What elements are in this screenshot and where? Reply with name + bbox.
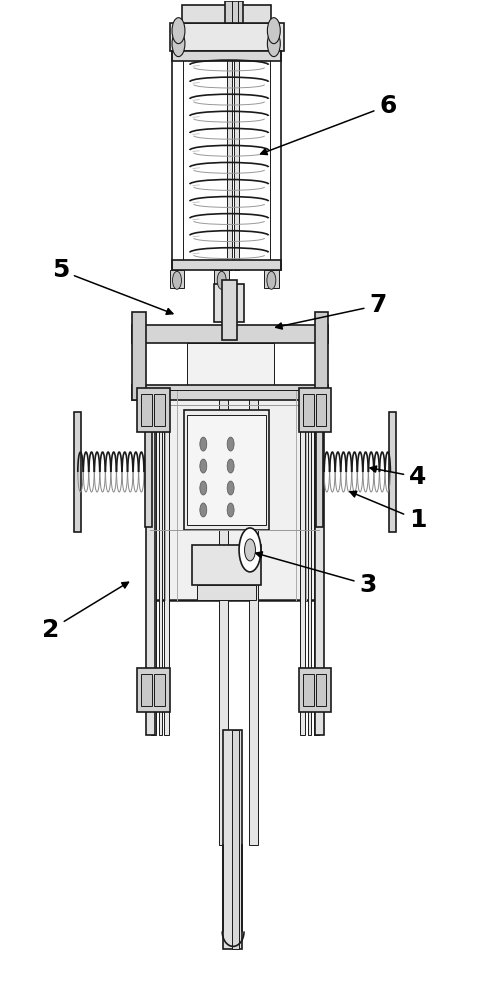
Bar: [316, 417, 324, 527]
Text: 5: 5: [52, 258, 173, 314]
Bar: [315, 312, 329, 400]
Circle shape: [267, 31, 280, 57]
Bar: [132, 312, 146, 400]
Circle shape: [172, 18, 185, 44]
Bar: [146, 390, 155, 735]
Circle shape: [172, 31, 185, 57]
Bar: [145, 417, 152, 527]
Text: 1: 1: [350, 491, 427, 532]
Bar: [264, 270, 279, 288]
Bar: [214, 270, 229, 288]
Bar: [232, 730, 239, 949]
Bar: [74, 412, 81, 532]
Circle shape: [172, 271, 181, 289]
Bar: [172, 260, 281, 270]
Bar: [137, 668, 169, 712]
Bar: [300, 390, 305, 735]
Bar: [214, 284, 244, 322]
Bar: [154, 674, 164, 706]
Bar: [303, 394, 314, 426]
Bar: [154, 394, 164, 426]
Circle shape: [239, 528, 261, 572]
Bar: [169, 270, 184, 288]
Bar: [151, 390, 156, 735]
Bar: [141, 394, 152, 426]
Bar: [132, 325, 329, 343]
Circle shape: [217, 271, 226, 289]
Bar: [184, 410, 269, 530]
Bar: [137, 388, 169, 432]
Bar: [187, 343, 274, 388]
Bar: [389, 412, 396, 532]
Bar: [314, 390, 319, 735]
Bar: [316, 674, 327, 706]
Text: 6: 6: [260, 94, 397, 155]
Bar: [227, 51, 232, 270]
Bar: [172, 51, 281, 61]
Text: 3: 3: [256, 552, 377, 597]
Bar: [223, 730, 242, 949]
Bar: [222, 280, 237, 340]
Bar: [164, 390, 169, 735]
Bar: [234, 51, 239, 270]
Bar: [182, 5, 271, 23]
Bar: [197, 585, 256, 600]
Bar: [225, 1, 243, 23]
Circle shape: [227, 503, 234, 517]
Bar: [315, 390, 324, 735]
Circle shape: [200, 459, 207, 473]
Circle shape: [200, 503, 207, 517]
Bar: [132, 385, 329, 400]
Text: 2: 2: [42, 582, 128, 642]
Bar: [299, 668, 331, 712]
Bar: [159, 390, 162, 735]
Circle shape: [267, 271, 276, 289]
Bar: [249, 385, 258, 845]
Bar: [150, 390, 319, 600]
Circle shape: [200, 481, 207, 495]
Bar: [169, 23, 284, 51]
Circle shape: [267, 18, 280, 44]
Bar: [141, 674, 152, 706]
Bar: [316, 394, 327, 426]
Circle shape: [200, 437, 207, 451]
Circle shape: [227, 437, 234, 451]
Bar: [299, 388, 331, 432]
Bar: [192, 545, 261, 585]
Circle shape: [245, 539, 255, 561]
Circle shape: [227, 459, 234, 473]
Text: 4: 4: [370, 465, 426, 489]
Bar: [187, 415, 266, 525]
Bar: [308, 390, 311, 735]
Bar: [303, 674, 314, 706]
Bar: [219, 385, 228, 845]
Circle shape: [227, 481, 234, 495]
Text: 7: 7: [276, 293, 387, 329]
